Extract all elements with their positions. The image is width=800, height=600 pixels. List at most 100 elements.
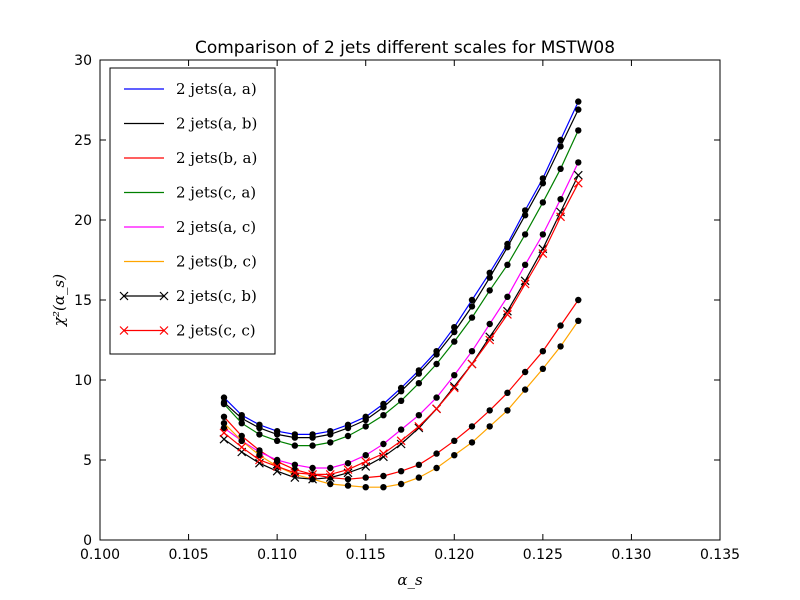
point-7-13 xyxy=(449,383,459,393)
point-7-19 xyxy=(556,212,565,222)
y-tick-label-5: 25 xyxy=(74,133,92,149)
point-1-15 xyxy=(486,274,493,281)
point-4-9 xyxy=(380,440,387,448)
point-1-12 xyxy=(433,351,440,358)
point-2-19 xyxy=(557,322,564,329)
point-2-0 xyxy=(220,413,228,420)
legend-entry-6: 2 jets(c, b) xyxy=(119,287,257,305)
point-0-19 xyxy=(557,136,564,144)
point-2-12 xyxy=(433,450,440,457)
point-5-14 xyxy=(468,439,476,446)
point-5-16 xyxy=(504,407,511,414)
legend-label-0: 2 jets(a, a) xyxy=(176,80,257,98)
point-6-15 xyxy=(485,332,495,342)
point-2-11 xyxy=(415,461,423,468)
point-2-20 xyxy=(575,296,582,304)
point-5-2 xyxy=(256,452,263,459)
legend-label-3: 2 jets(c, a) xyxy=(176,184,256,202)
legend-entry-2: 2 jets(b, a) xyxy=(124,149,257,167)
y-axis-label: χ²(α_s) xyxy=(50,274,68,327)
point-5-9 xyxy=(380,484,387,491)
point-2-14 xyxy=(468,423,476,430)
point-4-12 xyxy=(433,394,440,401)
x-tick-label-7: 0.135 xyxy=(700,547,740,563)
point-7-18 xyxy=(538,249,548,259)
legend-box xyxy=(109,67,276,355)
point-3-4 xyxy=(291,442,299,449)
point-2-7 xyxy=(344,476,352,483)
ticks-layer: 0.100 0.105 0.110 0.115 0.120 0.125 0.130 0.135… xyxy=(74,53,740,563)
y-tick-label-2: 10 xyxy=(74,373,92,389)
point-4-15 xyxy=(486,320,493,328)
point-3-0 xyxy=(220,400,228,408)
point-3-19 xyxy=(557,165,564,172)
point-7-9 xyxy=(379,449,388,459)
point-2-8 xyxy=(362,474,369,481)
point-1-8 xyxy=(362,416,369,424)
point-7-0 xyxy=(219,428,229,438)
point-2-18 xyxy=(539,348,547,355)
point-4-0 xyxy=(220,424,228,432)
point-5-10 xyxy=(397,480,405,488)
point-5-12 xyxy=(433,464,440,472)
x-tick-label-5: 0.125 xyxy=(523,547,563,563)
point-1-9 xyxy=(380,404,387,411)
point-3-13 xyxy=(451,338,458,345)
point-3-20 xyxy=(575,127,582,134)
point-0-14 xyxy=(468,296,476,304)
point-4-4 xyxy=(291,461,299,468)
point-7-3 xyxy=(272,461,282,471)
x-tick-label-2: 0.110 xyxy=(257,547,297,563)
legend-entry-4: 2 jets(a, c) xyxy=(124,218,256,236)
point-1-11 xyxy=(415,370,423,377)
legend-label-2: 2 jets(b, a) xyxy=(176,149,257,167)
point-2-15 xyxy=(486,407,493,414)
point-7-5 xyxy=(308,469,317,479)
legend-entry-0: 2 jets(a, a) xyxy=(124,80,257,98)
point-5-15 xyxy=(486,423,493,430)
series-4 xyxy=(220,159,582,472)
point-4-6 xyxy=(327,464,334,472)
point-4-5 xyxy=(309,464,316,472)
series-3 xyxy=(220,127,582,449)
point-3-17 xyxy=(521,231,529,238)
point-2-13 xyxy=(451,437,458,444)
x-tick-label-1: 0.105 xyxy=(169,547,209,563)
point-6-16 xyxy=(503,306,512,316)
point-5-20 xyxy=(575,317,582,324)
y-tick-label-1: 5 xyxy=(83,453,92,469)
legend-label-5: 2 jets(b, c) xyxy=(176,253,257,271)
y-tick-label-6: 30 xyxy=(74,53,92,69)
point-7-17 xyxy=(520,279,530,289)
point-4-3 xyxy=(273,456,281,464)
point-7-15 xyxy=(485,335,495,345)
point-5-11 xyxy=(415,474,423,481)
point-2-1 xyxy=(238,432,245,440)
point-7-2 xyxy=(255,455,264,465)
point-5-7 xyxy=(344,482,352,489)
point-2-9 xyxy=(380,472,387,480)
point-5-13 xyxy=(451,452,458,459)
legend-entry-5: 2 jets(b, c) xyxy=(124,253,257,271)
legend-entry-3: 2 jets(c, a) xyxy=(124,184,256,202)
legend-label-1: 2 jets(a, b) xyxy=(176,115,257,133)
point-7-8 xyxy=(361,457,371,467)
point-7-16 xyxy=(503,309,512,319)
point-3-12 xyxy=(433,360,440,368)
point-4-19 xyxy=(557,196,564,203)
point-0-20 xyxy=(575,98,582,105)
point-6-9 xyxy=(379,452,388,462)
y-tick-label-0: 0 xyxy=(83,533,92,549)
point-7-20 xyxy=(573,178,583,188)
point-4-17 xyxy=(521,261,529,268)
x-tick-label-3: 0.115 xyxy=(346,547,386,563)
point-1-3 xyxy=(273,431,281,438)
x-tick-label-4: 0.120 xyxy=(434,547,474,563)
point-1-4 xyxy=(291,434,299,441)
point-3-3 xyxy=(273,437,281,444)
legend-label-4: 2 jets(a, c) xyxy=(176,218,256,236)
point-4-14 xyxy=(468,348,476,355)
point-1-20 xyxy=(575,106,582,113)
point-7-14 xyxy=(467,359,477,369)
